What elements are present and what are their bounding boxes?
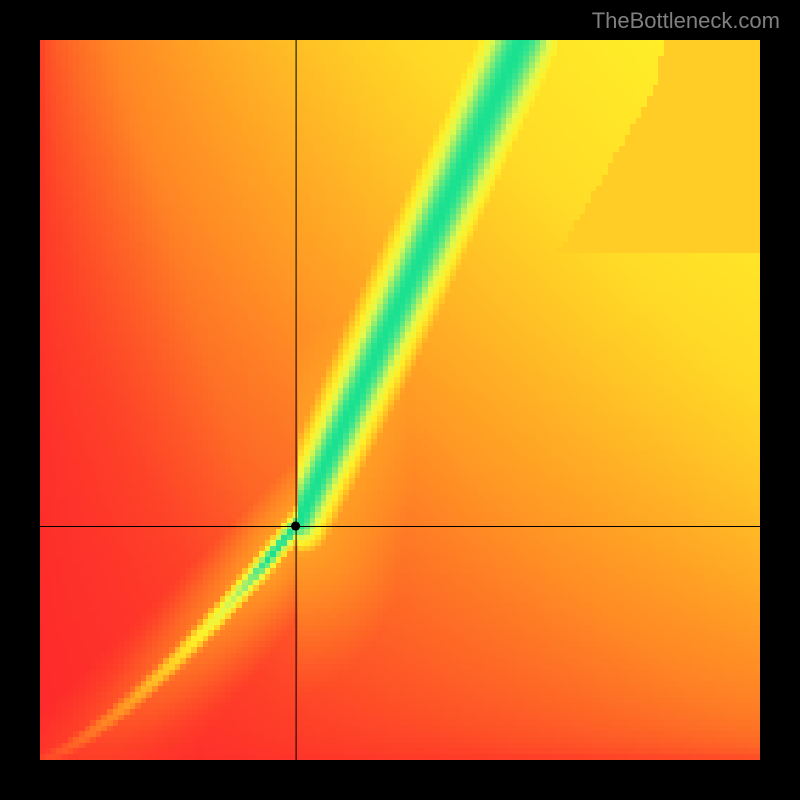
heatmap-canvas — [40, 40, 760, 760]
heatmap-plot — [40, 40, 760, 760]
watermark-text: TheBottleneck.com — [592, 8, 780, 34]
